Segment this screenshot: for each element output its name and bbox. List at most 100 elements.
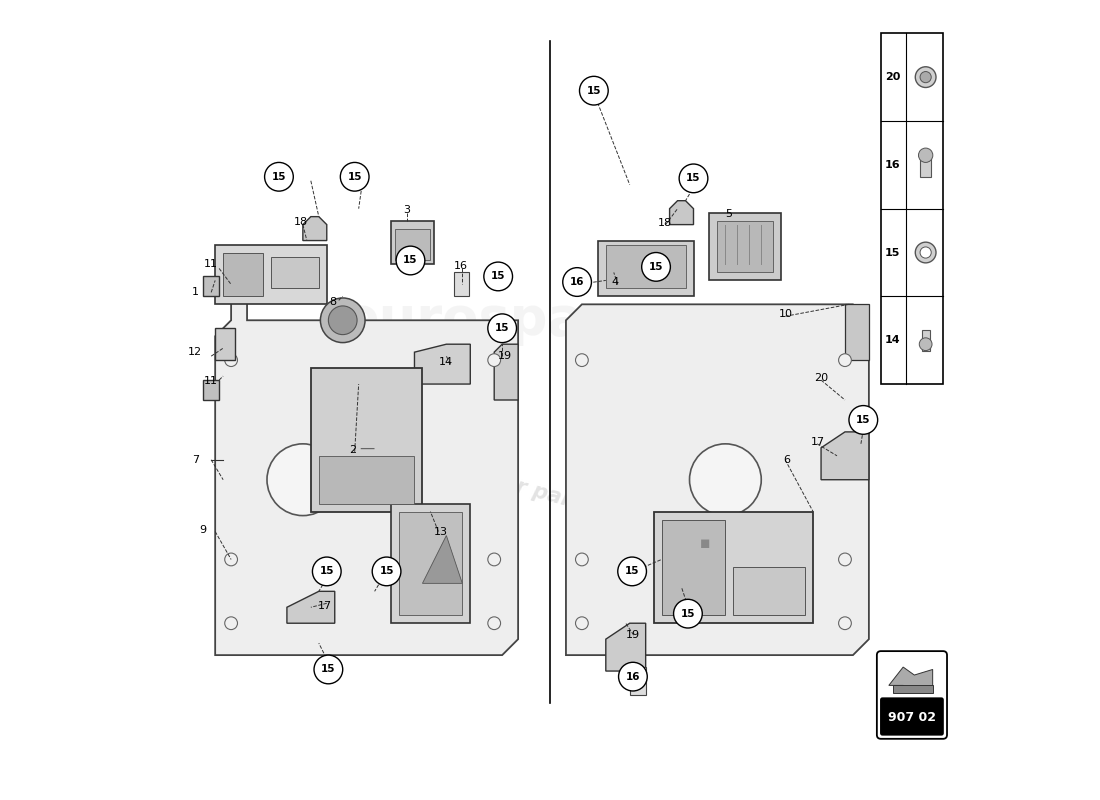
Circle shape xyxy=(372,557,400,586)
Circle shape xyxy=(918,148,933,162)
Circle shape xyxy=(575,617,589,630)
FancyBboxPatch shape xyxy=(880,698,944,736)
Text: 19: 19 xyxy=(626,630,640,640)
Text: ◼: ◼ xyxy=(701,537,711,550)
FancyBboxPatch shape xyxy=(710,213,781,281)
Polygon shape xyxy=(494,344,518,400)
Text: 15: 15 xyxy=(681,609,695,618)
Circle shape xyxy=(920,71,932,82)
Circle shape xyxy=(329,306,358,334)
Text: 13: 13 xyxy=(433,526,448,537)
Text: 3: 3 xyxy=(403,206,410,215)
Text: 907 02: 907 02 xyxy=(888,710,936,724)
FancyBboxPatch shape xyxy=(606,245,685,288)
FancyBboxPatch shape xyxy=(653,512,813,623)
Circle shape xyxy=(575,553,589,566)
Circle shape xyxy=(679,164,708,193)
Text: 15: 15 xyxy=(321,665,336,674)
Polygon shape xyxy=(415,344,471,384)
Text: 5: 5 xyxy=(725,210,733,219)
Circle shape xyxy=(690,444,761,515)
Circle shape xyxy=(224,553,238,566)
Text: 15: 15 xyxy=(379,566,394,577)
FancyBboxPatch shape xyxy=(204,277,219,296)
Circle shape xyxy=(396,246,425,275)
Circle shape xyxy=(641,253,670,282)
Circle shape xyxy=(673,599,702,628)
Circle shape xyxy=(838,617,851,630)
Polygon shape xyxy=(889,667,933,691)
Polygon shape xyxy=(893,686,933,694)
FancyBboxPatch shape xyxy=(319,456,415,504)
Circle shape xyxy=(920,338,932,350)
Text: —: — xyxy=(359,440,374,455)
Circle shape xyxy=(915,66,936,87)
Polygon shape xyxy=(670,201,693,225)
Text: 8: 8 xyxy=(330,297,337,307)
FancyBboxPatch shape xyxy=(398,512,462,615)
Text: 18: 18 xyxy=(658,218,672,228)
Text: 15: 15 xyxy=(625,566,639,577)
Circle shape xyxy=(838,553,851,566)
Text: 16: 16 xyxy=(626,672,640,682)
FancyBboxPatch shape xyxy=(216,245,327,304)
Text: 11: 11 xyxy=(205,259,218,270)
FancyBboxPatch shape xyxy=(311,368,422,512)
Circle shape xyxy=(618,557,647,586)
Circle shape xyxy=(340,162,368,191)
FancyBboxPatch shape xyxy=(597,241,693,296)
Text: 18: 18 xyxy=(294,218,308,227)
FancyBboxPatch shape xyxy=(271,257,319,288)
Text: 16: 16 xyxy=(453,261,468,271)
Text: eurospares: eurospares xyxy=(343,294,676,346)
Text: 20: 20 xyxy=(814,374,828,383)
Circle shape xyxy=(849,406,878,434)
FancyBboxPatch shape xyxy=(204,380,219,400)
Circle shape xyxy=(487,354,500,366)
Circle shape xyxy=(575,354,589,366)
FancyBboxPatch shape xyxy=(390,221,435,265)
Text: 9: 9 xyxy=(199,525,207,535)
FancyBboxPatch shape xyxy=(922,330,930,350)
Circle shape xyxy=(487,617,500,630)
FancyBboxPatch shape xyxy=(216,328,235,360)
Text: 7: 7 xyxy=(191,454,199,465)
Text: 15: 15 xyxy=(491,271,505,282)
Text: 11: 11 xyxy=(205,376,218,386)
Polygon shape xyxy=(606,623,646,671)
Text: 15: 15 xyxy=(586,86,601,96)
Circle shape xyxy=(618,662,647,691)
Circle shape xyxy=(484,262,513,290)
Circle shape xyxy=(224,354,238,366)
Circle shape xyxy=(838,354,851,366)
Text: 17: 17 xyxy=(811,438,825,447)
Text: 16: 16 xyxy=(886,160,901,170)
FancyBboxPatch shape xyxy=(661,519,725,615)
Circle shape xyxy=(224,617,238,630)
Circle shape xyxy=(563,268,592,296)
Text: 20: 20 xyxy=(886,72,901,82)
Text: 15: 15 xyxy=(686,174,701,183)
Text: 14: 14 xyxy=(439,357,453,366)
Circle shape xyxy=(487,553,500,566)
FancyBboxPatch shape xyxy=(629,667,646,695)
Text: 15: 15 xyxy=(404,255,418,266)
Text: 14: 14 xyxy=(886,335,901,346)
Text: 12: 12 xyxy=(188,347,202,357)
Circle shape xyxy=(312,557,341,586)
FancyBboxPatch shape xyxy=(845,304,869,360)
Polygon shape xyxy=(422,535,462,583)
FancyBboxPatch shape xyxy=(920,153,932,177)
Text: 15: 15 xyxy=(649,262,663,272)
Text: 15: 15 xyxy=(495,323,509,334)
Circle shape xyxy=(920,247,932,258)
Text: 4: 4 xyxy=(612,277,619,287)
Circle shape xyxy=(580,76,608,105)
Circle shape xyxy=(265,162,294,191)
Text: 1: 1 xyxy=(191,287,199,298)
Polygon shape xyxy=(821,432,869,480)
FancyBboxPatch shape xyxy=(223,253,263,296)
Polygon shape xyxy=(565,304,869,655)
Text: 15: 15 xyxy=(348,172,362,182)
Text: 15: 15 xyxy=(886,247,901,258)
